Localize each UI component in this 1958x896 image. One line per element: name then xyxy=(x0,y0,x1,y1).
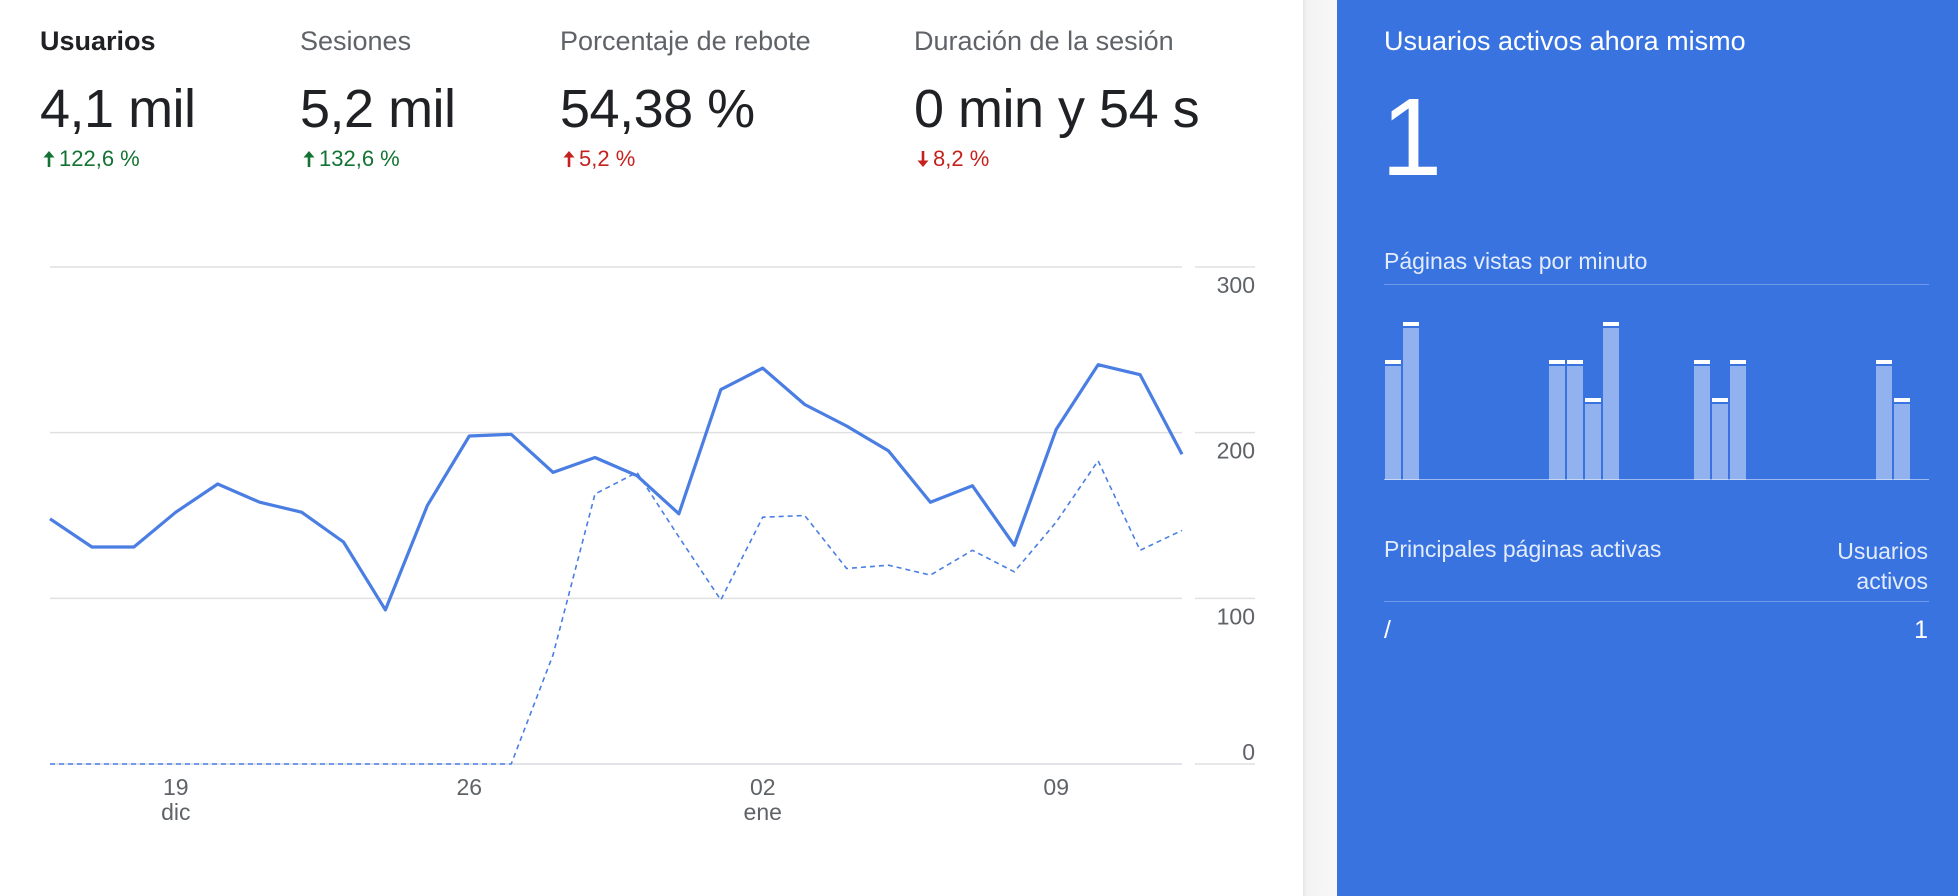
pageview-bar-cap xyxy=(1385,360,1401,364)
pageview-bar-cap xyxy=(1730,360,1747,364)
chart-baseline xyxy=(1384,479,1929,480)
metric-change: 5,2 % xyxy=(562,146,635,172)
x-tick-label: 26 xyxy=(456,774,482,800)
pageview-bar xyxy=(1584,398,1601,480)
pageviews-per-minute-chart xyxy=(1384,300,1929,480)
top-pages-header: Principales páginas activas xyxy=(1384,536,1662,562)
pageview-bar-cap xyxy=(1584,398,1601,402)
active-users-header: Usuarios activos xyxy=(1837,538,1928,594)
pageview-bar xyxy=(1566,360,1583,480)
pageview-bar xyxy=(1385,360,1401,480)
divider xyxy=(1384,284,1929,285)
divider xyxy=(1384,601,1929,602)
y-tick-label: 200 xyxy=(1217,438,1255,464)
pageview-bar-cap xyxy=(1712,398,1728,402)
metric-change: 8,2 % xyxy=(916,146,989,172)
comparison-series-line xyxy=(50,460,1183,765)
x-tick-label: 02 xyxy=(750,774,776,800)
metric-label: Usuarios xyxy=(40,26,156,56)
x-tick-label: 09 xyxy=(1043,774,1069,800)
arrow-down-icon xyxy=(917,151,929,167)
panel-divider xyxy=(1303,0,1337,896)
y-tick-label: 300 xyxy=(1217,272,1255,298)
metric-change-value: 122,6 % xyxy=(59,146,140,171)
pageview-bar xyxy=(1603,322,1619,480)
pageview-bar-cap xyxy=(1875,360,1892,364)
y-tick-label: 0 xyxy=(1242,739,1255,765)
pageview-bar xyxy=(1730,360,1747,480)
metric-change: 132,6 % xyxy=(302,146,400,172)
pageview-bar xyxy=(1403,322,1420,480)
pageview-bar xyxy=(1712,398,1728,480)
pageviews-per-minute-label: Páginas vistas por minuto xyxy=(1384,248,1648,274)
metric-value: 4,1 mil xyxy=(40,79,196,139)
arrow-up-icon xyxy=(303,151,315,167)
realtime-panel: Usuarios activos ahora mismo 1 Páginas v… xyxy=(1337,0,1958,896)
active-users-count: 1 xyxy=(1381,76,1443,199)
metric-change-value: 8,2 % xyxy=(933,146,990,171)
y-tick-label: 100 xyxy=(1217,603,1255,629)
pageview-bar xyxy=(1693,360,1710,480)
metric-change-value: 132,6 % xyxy=(319,146,400,171)
pageview-bar-cap xyxy=(1403,322,1420,326)
arrow-up-icon xyxy=(43,151,55,167)
metric-change-value: 5,2 % xyxy=(579,146,636,171)
pageview-bar-cap xyxy=(1893,398,1910,402)
metric-label: Duración de la sesión xyxy=(914,26,1174,56)
realtime-title: Usuarios activos ahora mismo xyxy=(1384,26,1746,56)
metric-label: Sesiones xyxy=(300,26,412,56)
pageview-bar-cap xyxy=(1603,322,1619,326)
x-tick-month-label: ene xyxy=(744,799,782,825)
top-page-users: 1 xyxy=(1914,616,1928,644)
x-tick-label: 19 xyxy=(163,774,189,800)
pageview-bar xyxy=(1893,398,1910,480)
metric-label: Porcentaje de rebote xyxy=(560,26,811,56)
metric-value: 5,2 mil xyxy=(300,79,456,139)
pageview-bar-cap xyxy=(1693,360,1710,364)
pageview-bar-cap xyxy=(1548,360,1565,364)
top-page-link[interactable]: / xyxy=(1384,616,1391,644)
pageview-bar xyxy=(1875,360,1892,480)
primary-series-line xyxy=(49,363,1184,612)
arrow-up-icon xyxy=(563,151,575,167)
metric-change: 122,6 % xyxy=(42,146,140,172)
pageview-bar-cap xyxy=(1566,360,1583,364)
overview-panel: Usuarios 4,1 mil 122,6 % Sesiones 5,2 mi… xyxy=(40,26,1255,825)
metric-value: 0 min y 54 s xyxy=(914,79,1200,139)
x-tick-month-label: dic xyxy=(161,799,190,825)
pageview-bar xyxy=(1548,360,1565,480)
metric-value: 54,38 % xyxy=(560,79,755,139)
